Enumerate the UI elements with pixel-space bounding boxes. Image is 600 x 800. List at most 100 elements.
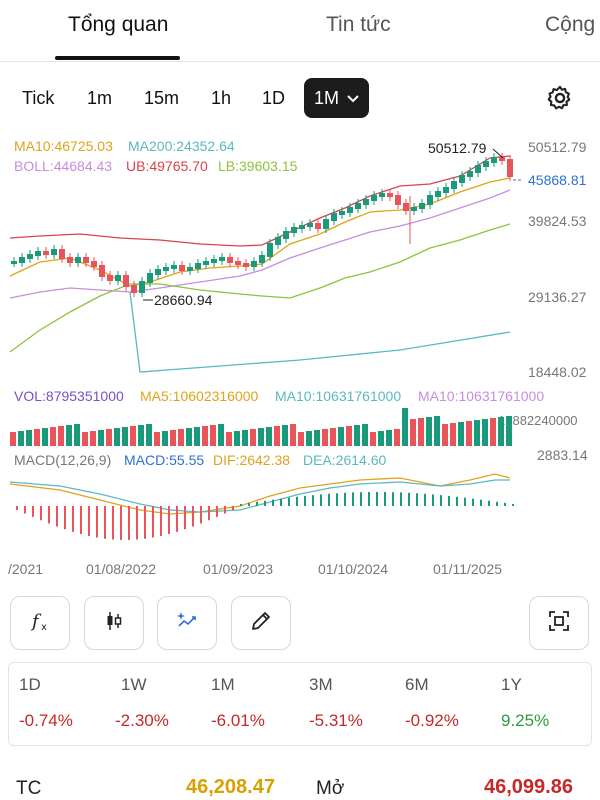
perf-label: 1M — [211, 675, 235, 694]
macd-bar — [256, 501, 258, 506]
chevron-down-icon — [347, 79, 359, 119]
fullscreen-button[interactable] — [529, 596, 589, 650]
volume-bar — [226, 432, 232, 446]
tc-value: 46,208.47 — [186, 776, 275, 798]
macd-bar — [16, 506, 18, 510]
gear-icon[interactable] — [546, 84, 574, 112]
candle-body — [19, 257, 25, 263]
candlesticks — [11, 153, 513, 297]
volume-bar — [266, 427, 272, 446]
candle-body — [195, 263, 201, 269]
timeframe-tick[interactable]: Tick — [22, 88, 55, 108]
timeframe-15m[interactable]: 15m — [144, 88, 180, 108]
candle-body — [91, 261, 97, 267]
tab-news[interactable]: Tin tức — [326, 13, 391, 36]
price-label-low: 29136.27 — [528, 289, 587, 305]
volume-bar — [434, 416, 440, 446]
timeframe-1h[interactable]: 1h — [211, 88, 232, 108]
legend-dea: DEA:2614.60 — [303, 452, 387, 468]
candle-body — [147, 273, 153, 283]
volume-bar — [298, 432, 304, 446]
pencil-icon — [248, 608, 274, 639]
macd-bar — [408, 492, 410, 506]
volume-bar — [490, 418, 496, 446]
candle-body — [179, 265, 185, 271]
macd-bar — [96, 506, 98, 538]
volume-bar — [306, 431, 312, 446]
volume-bar — [34, 429, 40, 446]
volume-bar — [106, 429, 112, 446]
timeframe-selector: Tick 1m 15m 1h 1D 1M — [0, 78, 600, 118]
macd-bar — [416, 493, 418, 506]
price-summary-row: TC 46,208.47 Mở 46,099.86 — [0, 770, 600, 800]
macd-bar — [112, 506, 114, 540]
boll-lower-line — [9, 223, 511, 353]
macd-histogram — [16, 492, 514, 540]
volume-bar — [442, 424, 448, 446]
macd-bar — [296, 496, 298, 506]
legend-boll: BOLL:44684.43 — [14, 158, 113, 174]
macd-bar — [240, 504, 242, 506]
volume-bar — [322, 429, 328, 446]
macd-bar — [352, 492, 354, 506]
macd-bar — [432, 494, 434, 506]
perf-value: 9.25% — [501, 711, 550, 730]
candle-body — [187, 267, 193, 271]
candle-body — [435, 191, 441, 197]
legend-ma200: MA200:24352.64 — [128, 138, 235, 154]
perf-label: 1D — [19, 675, 41, 694]
timeframe-1M-label: 1M — [314, 88, 340, 108]
candlestick-icon — [101, 608, 127, 639]
macd-bar — [248, 502, 250, 506]
macd-bar — [208, 506, 210, 521]
dea-line — [9, 479, 510, 513]
candle-body — [323, 219, 329, 229]
perf-value: -6.01% — [211, 711, 265, 730]
top-tabs: Tổng quan Tin tức Cộng — [0, 0, 600, 62]
legend-vol: VOL:8795351000 — [14, 388, 124, 404]
volume-bar — [74, 424, 80, 446]
candle-body — [107, 275, 113, 281]
volume-bar — [402, 408, 408, 446]
macd-bar — [288, 497, 290, 506]
x-label-2023: 01/09/2023 — [203, 561, 273, 577]
timeframe-1M-dropdown[interactable]: 1M — [304, 78, 370, 119]
tab-community[interactable]: Cộng — [545, 13, 596, 36]
legend-vol-ma10: MA10:10631761000 — [275, 388, 402, 404]
volume-bar — [250, 429, 256, 446]
candle-body — [411, 207, 417, 211]
volume-bar — [178, 429, 184, 446]
candle-body — [43, 251, 49, 255]
timeframe-1m[interactable]: 1m — [87, 88, 113, 108]
x-label-2025: 01/11/2025 — [433, 561, 502, 577]
chart-type-button[interactable] — [84, 596, 144, 650]
perf-label: 6M — [405, 675, 429, 694]
candle-body — [307, 223, 313, 227]
macd-bar — [272, 499, 274, 506]
macd-bar — [160, 506, 162, 536]
macd-bar — [104, 506, 106, 539]
price-chart[interactable]: 50512.79 45868.81 39824.53 29136.27 1844… — [0, 130, 600, 590]
volume-bar — [458, 422, 464, 446]
candle-body — [83, 257, 89, 263]
macd-bar — [224, 506, 226, 514]
macd-bar — [48, 506, 50, 524]
candle-body — [459, 175, 465, 183]
smart-indicator-button[interactable] — [157, 596, 217, 650]
tc-label: TC — [16, 778, 42, 799]
macd-bar — [64, 506, 66, 530]
max-pointer — [492, 148, 504, 159]
boll-mid-line — [9, 189, 511, 299]
legend-ub: UB:49765.70 — [126, 158, 208, 174]
macd-bar — [72, 506, 74, 532]
timeframe-1d[interactable]: 1D — [262, 88, 286, 108]
boll-upper-line — [9, 155, 511, 247]
draw-tool-button[interactable] — [231, 596, 291, 650]
price-label-mid: 39824.53 — [528, 213, 587, 229]
volume-bar — [290, 424, 296, 446]
tab-overview[interactable]: Tổng quan — [68, 13, 169, 36]
candle-body — [203, 261, 209, 265]
candle-body — [243, 263, 249, 267]
candle-body — [443, 187, 449, 193]
